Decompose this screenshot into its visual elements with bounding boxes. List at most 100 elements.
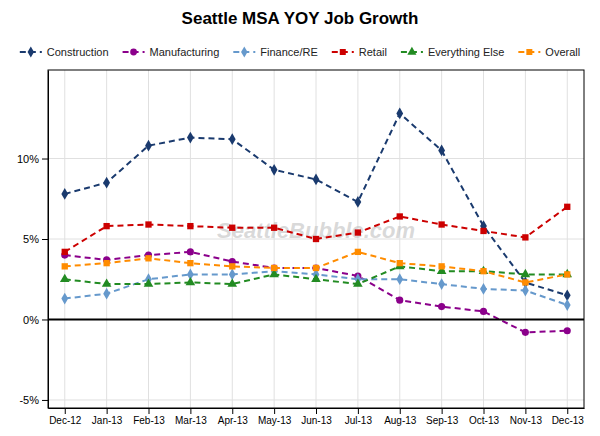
marker [313,174,320,186]
marker [186,277,196,285]
y-tick-mark [42,319,48,320]
marker [60,274,70,282]
x-tick-mark [274,408,275,414]
plot-area [60,108,572,336]
x-tick-label: Jun-13 [301,415,332,426]
marker [564,327,571,334]
y-tick-mark [42,239,48,240]
legend-marker [407,47,416,55]
legend-label: Manufacturing [150,46,220,58]
y-tick: 10% [17,153,48,165]
x-tick-label: Feb-13 [133,415,165,426]
marker [229,133,236,145]
marker [145,255,151,261]
grid-line-x [567,70,568,408]
legend-item: Finance/RE [233,46,317,58]
x-tick-label: Jan-13 [92,415,123,426]
marker [229,225,235,231]
marker [103,288,110,300]
marker [271,225,277,231]
series [62,204,571,255]
y-tick-label: 10% [17,153,39,165]
x-tick: Mar-13 [175,408,207,426]
marker [564,299,571,311]
x-tick: Sep-13 [426,408,459,426]
marker [480,268,486,274]
marker [313,236,319,242]
marker [395,261,405,269]
y-axis: -5%0%5%10% [17,71,49,409]
marker [396,297,403,304]
y-tick: -5% [19,394,48,406]
x-tick-mark [232,408,233,414]
x-tick-mark [107,408,108,414]
marker [145,140,152,152]
x-tick: Aug-13 [384,408,417,426]
marker [562,269,572,277]
grid-line-x [441,70,442,408]
marker [396,273,403,285]
line [65,271,568,305]
x-tick-mark [149,408,150,414]
marker [311,274,321,282]
legend-item: Construction [20,46,109,58]
series [62,249,571,286]
marker [62,263,68,269]
x-tick-label: Dec-12 [49,415,82,426]
marker [521,269,531,277]
x-tick-mark [567,408,568,414]
marker [62,249,68,255]
marker [480,283,487,295]
marker [480,308,487,315]
x-tick: Jan-13 [92,408,123,426]
x-tick: Apr-13 [218,408,248,426]
legend-label: Retail [359,46,387,58]
x-tick: Feb-13 [133,408,165,426]
x-tick: Dec-13 [552,408,585,426]
legend-label: Finance/RE [260,46,317,58]
marker [355,249,361,255]
line [65,113,568,295]
x-tick-label: Apr-13 [218,415,248,426]
grid-line-y [48,319,584,320]
marker [355,229,361,235]
legend-marker [526,49,532,55]
x-tick-mark [484,408,485,414]
legend-item: Everything Else [401,46,504,58]
x-tick-label: Nov-13 [510,415,543,426]
x-tick-label: May-13 [258,415,292,426]
x-tick: Jul-13 [345,408,373,426]
x-tick-label: Jul-13 [345,415,373,426]
y-tick: 0% [23,313,48,325]
marker [522,285,529,297]
chart: Seattle MSA YOY Job GrowthConstructionMa… [0,0,600,436]
marker [103,223,109,229]
x-tick-label: Aug-13 [384,415,417,426]
series [61,248,571,336]
grid [48,70,584,408]
y-tick-mark [42,159,48,160]
marker [61,188,68,200]
legend-marker [241,46,247,57]
marker [271,164,278,176]
x-tick: Nov-13 [510,408,543,426]
grid-line-x [190,70,191,408]
marker [229,263,235,269]
y-tick-label: 0% [23,313,39,325]
series [61,108,570,302]
marker [271,265,277,271]
legend-item: Retail [332,46,387,58]
marker [312,264,319,271]
marker [397,213,403,219]
marker [564,204,570,210]
marker [354,196,361,208]
marker [187,248,194,255]
legend-marker [340,49,346,55]
marker [187,132,194,144]
marker [144,279,154,287]
x-tick-mark [442,408,443,414]
legend-item: Manufacturing [123,46,220,58]
series [61,265,570,311]
x-tick-label: Oct-13 [469,415,499,426]
legend-marker [28,46,34,57]
